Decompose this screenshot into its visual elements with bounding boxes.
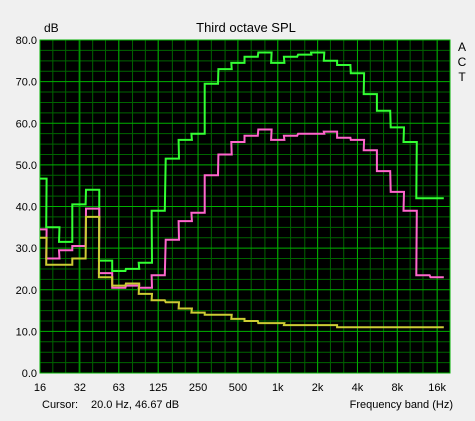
x-axis-label: Frequency band (Hz) xyxy=(349,399,453,411)
series-layer xyxy=(40,51,444,329)
y-tick-label: 80.0 xyxy=(16,35,37,47)
x-tick-labels: 16 32 63 125 250 500 1k 2k 4k 8k 16k xyxy=(34,382,447,394)
x-tick-label: 250 xyxy=(189,382,207,394)
legend-entry-A: A xyxy=(458,40,466,54)
y-tick-label: 50.0 xyxy=(16,160,37,172)
x-tick-label: 16k xyxy=(428,382,446,394)
y-tick-label: 70.0 xyxy=(16,77,37,89)
x-tick-label: 2k xyxy=(312,382,324,394)
x-tick-label: 16 xyxy=(34,382,46,394)
x-tick-label: 1k xyxy=(272,382,284,394)
x-tick-label: 4k xyxy=(352,382,364,394)
cursor-readout: 20.0 Hz, 46.67 dB xyxy=(91,399,180,411)
series-line-A xyxy=(40,51,444,272)
series-line-T xyxy=(40,215,444,329)
y-tick-label: 20.0 xyxy=(16,285,37,297)
chart-title: Third octave SPL xyxy=(196,20,296,35)
cursor-label: Cursor: xyxy=(42,399,79,411)
major-grid xyxy=(39,39,451,374)
legend-entry-C: C xyxy=(458,55,467,69)
series-line-C xyxy=(40,128,444,289)
y-tick-label: 40.0 xyxy=(16,202,37,214)
y-tick-label: 10.0 xyxy=(16,326,37,338)
x-tick-label: 32 xyxy=(74,382,86,394)
x-tick-label: 8k xyxy=(392,382,404,394)
y-tick-label: 0.0 xyxy=(22,368,37,380)
plot-border xyxy=(39,39,451,374)
x-tick-label: 125 xyxy=(149,382,167,394)
y-tick-labels: 0.0 10.0 20.0 30.0 40.0 50.0 60.0 70.0 80.0 xyxy=(16,35,37,380)
x-tick-label: 500 xyxy=(229,382,247,394)
y-axis-label: dB xyxy=(44,21,59,35)
legend-entry-T: T xyxy=(458,70,466,84)
x-tick-label: 63 xyxy=(113,382,125,394)
y-tick-label: 30.0 xyxy=(16,243,37,255)
y-tick-label: 60.0 xyxy=(16,118,37,130)
legend: ACT xyxy=(458,40,467,84)
